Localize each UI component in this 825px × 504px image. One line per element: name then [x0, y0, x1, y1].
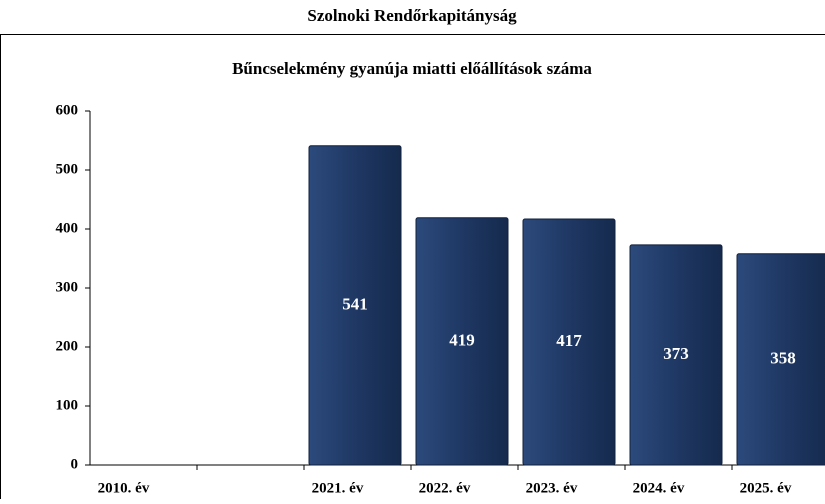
x-tick-label: 2025. év: [740, 480, 792, 496]
bar-value-label: 541: [342, 294, 368, 313]
x-tick-label: 2022. év: [419, 480, 471, 496]
y-tick-label: 400: [56, 220, 79, 236]
y-tick-label: 600: [56, 102, 79, 118]
y-tick-label: 0: [71, 456, 79, 472]
bar-value-label: 419: [449, 330, 475, 349]
y-tick-label: 200: [56, 338, 79, 354]
chart-title: Bűncselekmény gyanúja miatti előállításo…: [232, 59, 592, 78]
y-tick-label: 100: [56, 397, 79, 413]
bar-value-label: 373: [663, 344, 689, 363]
y-tick-label: 300: [56, 279, 79, 295]
x-tick-label: 2024. év: [633, 480, 685, 496]
y-tick-label: 500: [56, 161, 79, 177]
x-tick-label: 2021. év: [312, 480, 364, 496]
header-title: Szolnoki Rendőrkapitányság: [307, 6, 517, 25]
x-tick-label: 2023. év: [526, 480, 578, 496]
bar-value-label: 358: [770, 348, 796, 367]
x-tick-label: 2010. év: [98, 480, 150, 496]
bar-value-label: 417: [556, 331, 582, 350]
